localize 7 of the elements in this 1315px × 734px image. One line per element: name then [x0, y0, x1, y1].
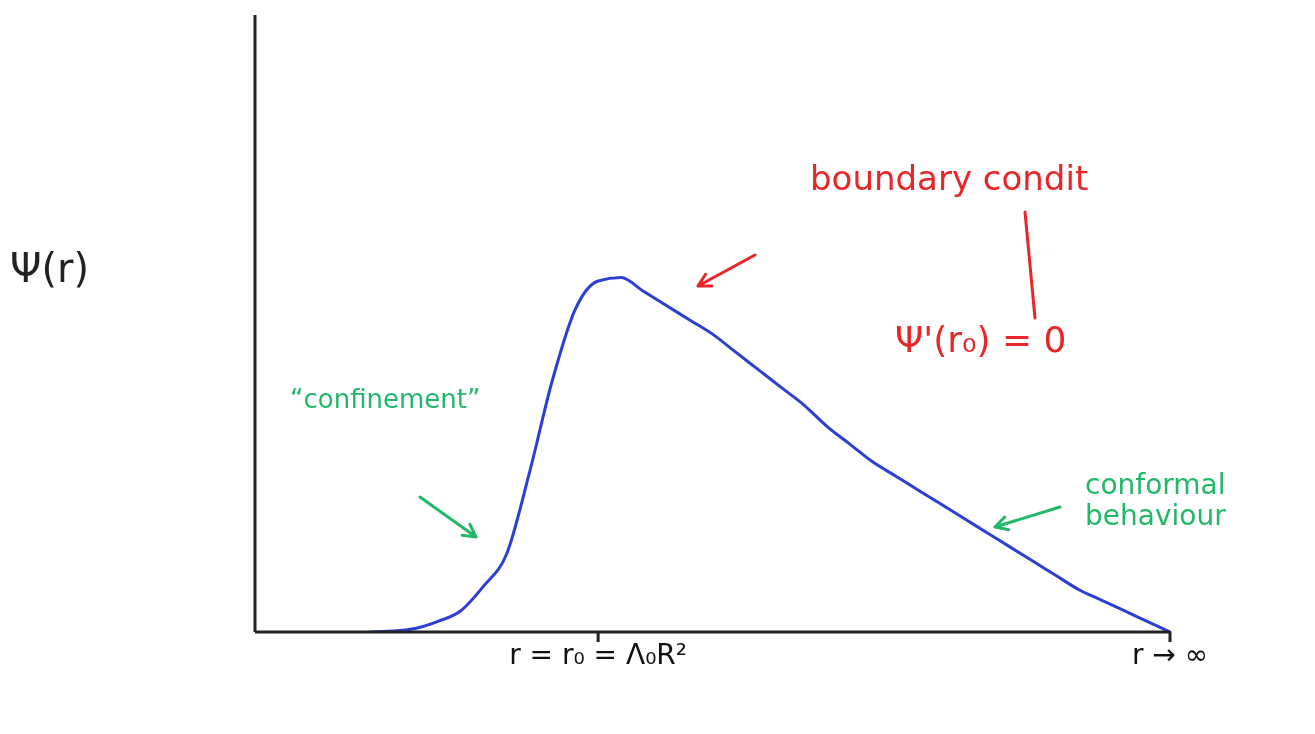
x-tick-label: r → ∞	[1131, 637, 1209, 671]
annotation: “confinement”	[290, 384, 481, 414]
annotation: conformal behaviour	[1085, 468, 1227, 532]
y-axis-title: Ψ(r)	[10, 245, 90, 291]
text: boundary condit	[810, 158, 1089, 198]
annotation: Ψ'(r₀) = 0	[895, 319, 1067, 360]
x-tick-label: r = r₀ = Λ₀R²	[509, 637, 688, 671]
